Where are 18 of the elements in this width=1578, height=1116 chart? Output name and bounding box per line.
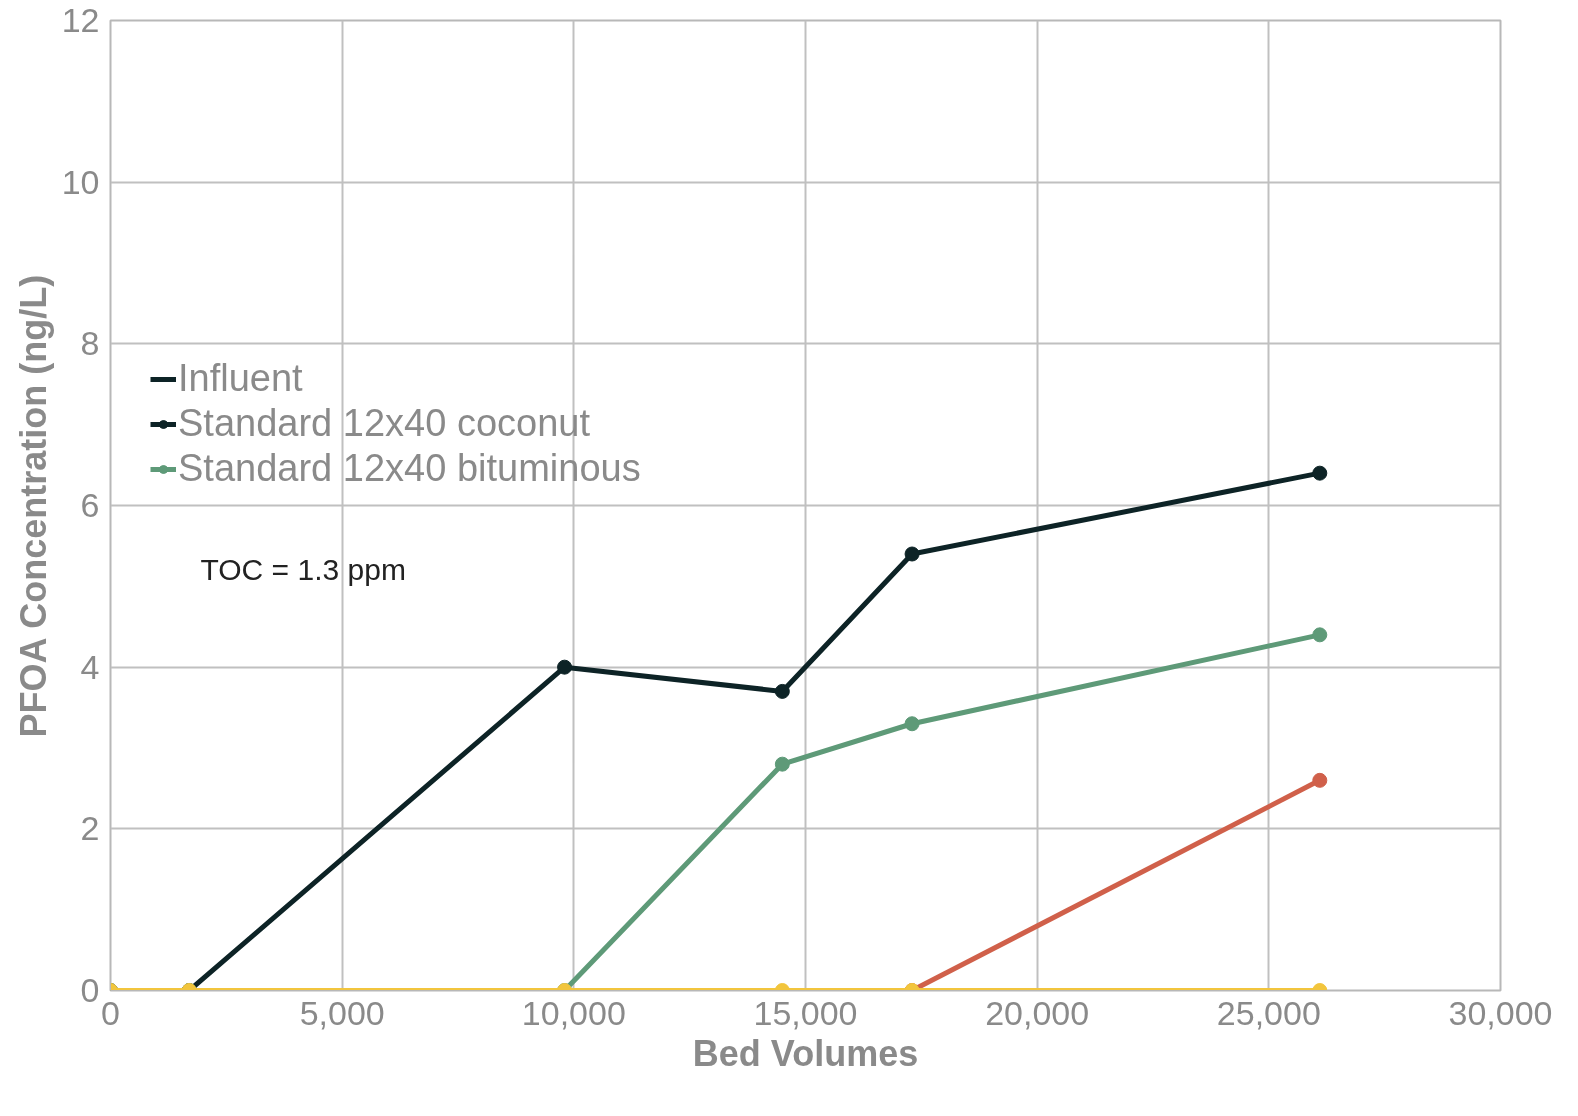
x-tick-label: 25,000 [1216, 993, 1321, 1032]
legend-label: Standard 12x40 bituminous [178, 447, 641, 490]
y-tick-label: 2 [80, 809, 100, 848]
y-tick-label: 6 [80, 486, 100, 524]
y-tick-label: 8 [80, 324, 100, 363]
y-tick-label: 4 [80, 647, 100, 686]
x-tick-label: 10,000 [521, 993, 626, 1032]
y-tick-label: 12 [61, 1, 100, 39]
x-tick-label: 20,000 [985, 993, 1090, 1032]
x-axis-title: Bed Volumes [692, 1032, 919, 1074]
y-tick-label: 10 [61, 162, 100, 201]
annotation: TOC = 1.3 ppm [200, 552, 406, 586]
y-axis-title: PFOA Concentration (ng/L) [12, 274, 54, 738]
legend-label: Standard 12x40 coconut [178, 402, 590, 445]
legend-label: Influent [178, 357, 303, 400]
x-tick-label: 15,000 [753, 993, 858, 1032]
x-tick-label: 30,000 [1448, 993, 1553, 1032]
x-tick-label: 5,000 [299, 993, 385, 1032]
